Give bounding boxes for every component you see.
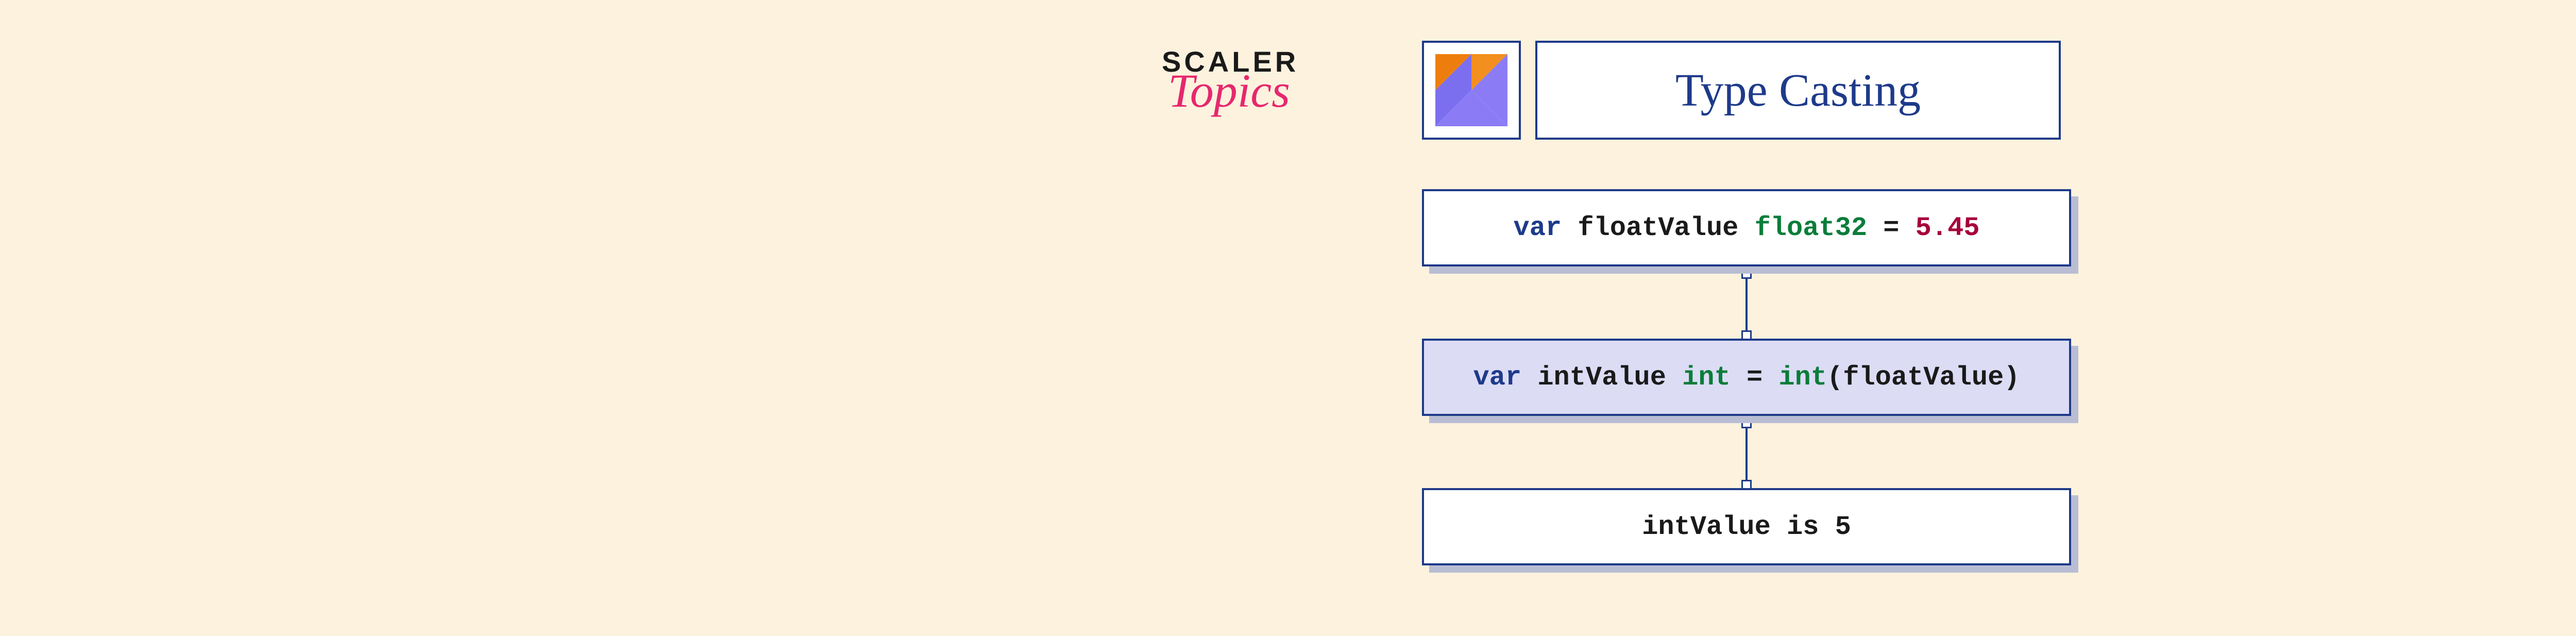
code-token: int — [1778, 362, 1827, 393]
code-token: intValue — [1537, 362, 1682, 393]
code-token: floatValue — [1578, 213, 1754, 243]
diagram-canvas: SCALER Topics Type Casting var floatValu… — [1103, 35, 1989, 601]
code-token: = — [1731, 362, 1779, 393]
kotlin-logo-box — [1422, 41, 1521, 140]
code-token: var — [1473, 362, 1537, 393]
code-token: int — [1682, 362, 1731, 393]
code-line: var intValue int = int(floatValue) — [1473, 362, 2020, 393]
code-line: var floatValue float32 = 5.45 — [1514, 213, 1980, 243]
code-token: float32 — [1755, 213, 1867, 243]
code-box-1: var floatValue float32 = 5.45 — [1422, 189, 2071, 266]
code-box-2: var intValue int = int(floatValue) — [1422, 339, 2071, 416]
code-token: var — [1514, 213, 1578, 243]
connector-2 — [1745, 423, 1748, 488]
logo-line2: Topics — [1168, 74, 1337, 107]
code-box-3: intValue is 5 — [1422, 488, 2071, 565]
code-token: (floatValue) — [1827, 362, 2020, 393]
connector-node — [1741, 418, 1752, 428]
connector-node — [1741, 269, 1752, 279]
header-row: Type Casting — [1422, 41, 2061, 140]
connector-1 — [1745, 274, 1748, 339]
code-line: intValue is 5 — [1642, 512, 1851, 542]
scaler-topics-logo: SCALER Topics — [1162, 45, 1337, 107]
title-box: Type Casting — [1535, 41, 2061, 140]
code-token: intValue is 5 — [1642, 512, 1851, 542]
code-token: 5.45 — [1916, 213, 1980, 243]
kotlin-logo-icon — [1435, 54, 1507, 126]
code-token: = — [1867, 213, 1916, 243]
